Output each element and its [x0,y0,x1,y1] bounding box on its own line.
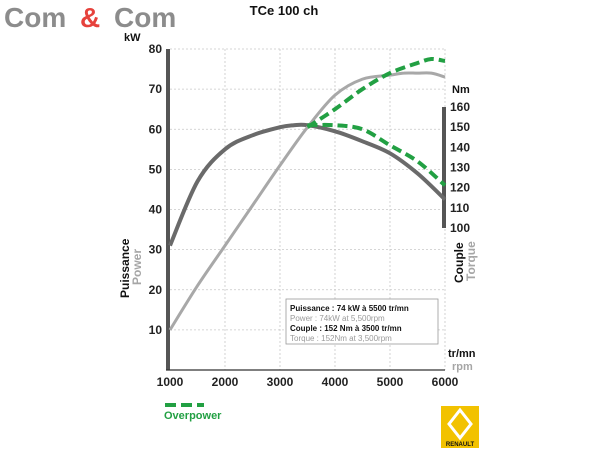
annotation-box: Puissance : 74 kW à 5500 tr/mn Power : 7… [285,298,439,345]
y-right-label-secondary: Torque [464,241,478,281]
renault-wordmark: RENAULT [446,442,475,448]
annotation-torque-fr: Couple : 152 Nm à 3500 tr/mn [290,324,402,333]
x-tick-1000: 1000 [157,375,184,389]
y-left-label-primary: Puissance [118,238,132,298]
series-overpower-power-line [307,122,447,187]
y-right-unit: Nm [452,84,470,96]
legend: Overpower [164,403,222,422]
axes [166,49,446,371]
series-overpower-torque-line [306,56,446,129]
x-tick-5000: 5000 [377,375,404,389]
y-right-tick-140: 140 [450,140,470,154]
y-right-label-primary: Couple [452,242,466,283]
x-tick-2000: 2000 [212,375,239,389]
y-right-tick-120: 120 [450,181,470,195]
brand-ampersand: & [80,2,100,33]
y-right-axis [442,107,446,228]
y-left-axis [166,49,170,370]
x-tick-3000: 3000 [267,375,294,389]
annotation-power-fr: Puissance : 74 kW à 5500 tr/mn [290,304,409,313]
brand-com-1: Com [4,2,66,33]
renault-logo-bg [441,406,479,448]
y-left-tick-70: 70 [149,82,163,96]
y-left-tick-80: 80 [149,42,163,56]
y-right-tick-110: 110 [450,201,470,215]
chart-title: TCe 100 ch [250,3,319,18]
x-tick-6000: 6000 [432,375,459,389]
y-left-tick-60: 60 [149,122,163,136]
x-unit-primary: tr/mn [448,348,476,360]
tick-labels: 10 20 30 40 50 60 70 80 100 110 120 130 140 150 160 100… [149,42,471,389]
legend-overpower-label: Overpower [164,410,222,422]
y-left-tick-50: 50 [149,162,163,176]
x-tick-4000: 4000 [322,375,349,389]
y-left-tick-20: 20 [149,283,163,297]
series-torque-line [168,71,446,331]
annotation-torque-en: Torque : 152Nm at 3,500rpm [290,334,392,343]
series [168,56,447,331]
annotation-frame [285,298,439,345]
y-right-tick-160: 160 [450,100,470,114]
y-left-tick-10: 10 [149,323,163,337]
annotation-power-en: Power : 74kW at 5,500rpm [290,314,385,323]
series-power-line [168,122,447,247]
renault-diamond-icon [447,407,473,441]
y-left-label-secondary: Power [130,249,144,285]
brand-com-2: Com [114,2,176,33]
y-left-tick-30: 30 [149,243,163,257]
y-right-tick-100: 100 [450,221,470,235]
brand-logo: Com & Com [4,2,176,33]
y-right-tick-150: 150 [450,120,470,134]
renault-diamond-inner [452,413,468,435]
y-right-tick-130: 130 [450,161,470,175]
x-unit-secondary: rpm [452,361,473,373]
grid [170,48,446,370]
y-left-unit: kW [124,32,141,44]
renault-logo: RENAULT [441,406,479,448]
y-left-tick-40: 40 [149,203,163,217]
